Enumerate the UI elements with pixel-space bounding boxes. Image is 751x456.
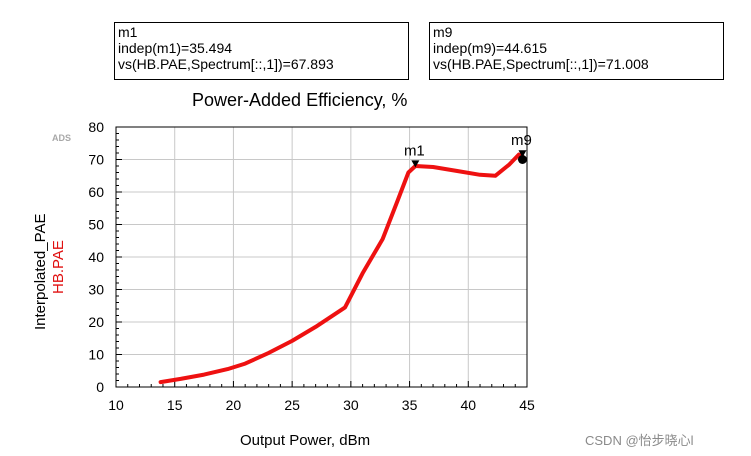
x-tick-label: 35 bbox=[402, 397, 418, 413]
series-line-hb-pae bbox=[158, 152, 525, 385]
y-tick-label: 40 bbox=[88, 249, 104, 265]
y-tick-label: 60 bbox=[88, 184, 104, 200]
x-tick-label: 30 bbox=[343, 397, 359, 413]
markers: m1 m9 bbox=[404, 132, 532, 168]
y-tick-label: 20 bbox=[88, 314, 104, 330]
marker-label-m9: m9 bbox=[511, 132, 532, 149]
marker-value: vs(HB.PAE,Spectrum[::,1])=67.893 bbox=[118, 56, 334, 72]
ads-tag: ADS bbox=[52, 133, 72, 143]
x-tick-label: 10 bbox=[108, 397, 124, 413]
x-tick-label: 45 bbox=[519, 397, 535, 413]
x-tick-label: 25 bbox=[284, 397, 300, 413]
marker-indep: indep(m1)=35.494 bbox=[118, 40, 233, 56]
plot-frame bbox=[115, 126, 528, 388]
x-tick-label: 20 bbox=[226, 397, 242, 413]
marker-label-m1: m1 bbox=[404, 142, 425, 159]
marker-name: m9 bbox=[433, 24, 453, 40]
watermark: CSDN @怡步晓心l bbox=[585, 433, 694, 448]
marker-readout-m9[interactable]: m9 indep(m9)=44.615 vs(HB.PAE,Spectrum[:… bbox=[429, 22, 724, 80]
grid bbox=[115, 126, 528, 388]
y-tick-label: 80 bbox=[88, 119, 104, 135]
marker-name: m1 bbox=[118, 24, 138, 40]
marker-indep: indep(m9)=44.615 bbox=[433, 40, 548, 56]
y-tick-label: 30 bbox=[88, 282, 104, 298]
x-axis-label: Output Power, dBm bbox=[240, 432, 371, 449]
x-tick-label: 40 bbox=[460, 397, 476, 413]
y-tick-label: 0 bbox=[96, 379, 104, 395]
marker-triangle-m9 bbox=[518, 150, 527, 158]
series bbox=[158, 152, 525, 385]
marker-readout-m1[interactable]: m1 indep(m1)=35.494 vs(HB.PAE,Spectrum[:… bbox=[114, 22, 409, 80]
marker-triangle-m1 bbox=[411, 160, 420, 168]
y-tick-label: 50 bbox=[88, 217, 104, 233]
x-tick-label: 15 bbox=[167, 397, 183, 413]
y-tick-label: 70 bbox=[88, 152, 104, 168]
y-tick-label: 10 bbox=[88, 347, 104, 363]
data-point-dot bbox=[517, 155, 527, 164]
marker-value: vs(HB.PAE,Spectrum[::,1])=71.008 bbox=[433, 56, 649, 72]
chart-title: Power-Added Efficiency, % bbox=[192, 90, 408, 110]
